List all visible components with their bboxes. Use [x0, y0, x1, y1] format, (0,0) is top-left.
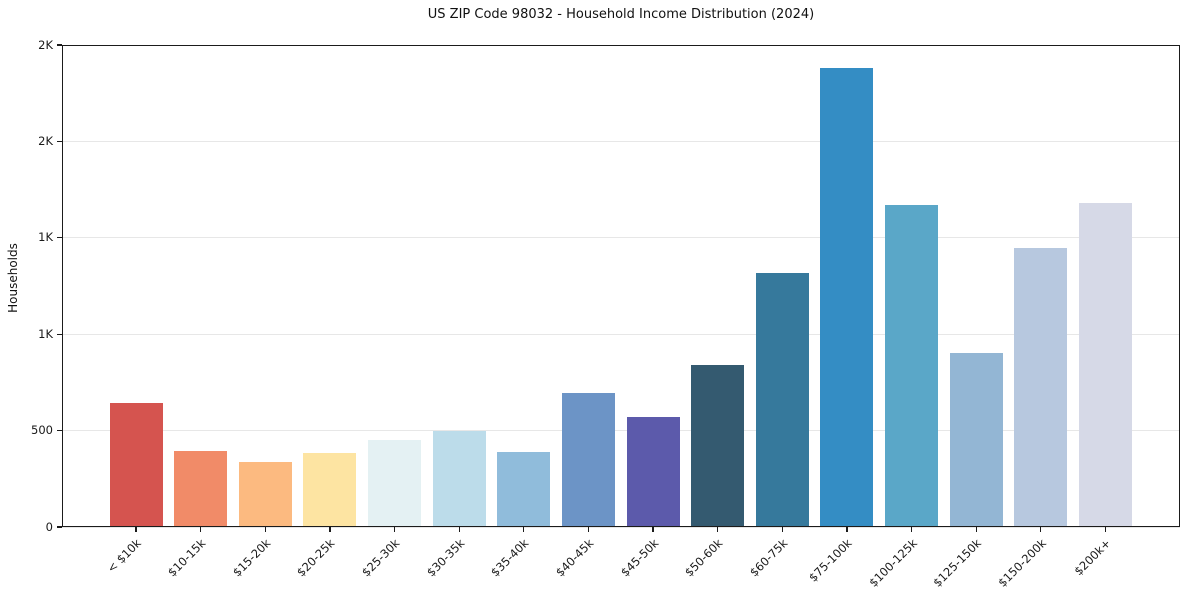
bar--150-200k [1014, 248, 1068, 527]
gridline-y-2500 [62, 44, 1180, 46]
plot-frame [62, 45, 1180, 527]
y-tick-label: 1K [38, 326, 53, 341]
x-tick-label: $200k+ [1071, 536, 1114, 579]
y-tick-label: 0 [45, 519, 53, 534]
gridline-y-1000 [62, 333, 1180, 335]
gridline-y-1500 [62, 237, 1180, 239]
x-tick-mark [587, 527, 590, 532]
chart-title: US ZIP Code 98032 - Household Income Dis… [427, 7, 815, 22]
x-tick-mark [523, 527, 525, 532]
x-tick-mark [329, 527, 331, 532]
x-tick-mark [1040, 527, 1042, 532]
x-tick-mark [1104, 527, 1107, 532]
x-tick-label: $40-45k [552, 536, 597, 580]
bar--25-30k [368, 440, 422, 527]
x-tick-label: $125-150k [930, 536, 985, 590]
x-tick-mark [135, 527, 137, 532]
x-tick-label: $75-100k [806, 536, 855, 585]
x-tick-mark [199, 527, 202, 532]
bar--10-15k [174, 450, 228, 527]
x-tick-label: $10-15k [165, 536, 209, 580]
x-tick-mark [264, 527, 266, 532]
x-tick-mark [652, 527, 654, 532]
x-tick-label: $20-25k [294, 536, 338, 580]
y-tick-mark [57, 44, 62, 46]
bar--60-75k [755, 272, 809, 527]
y-tick-mark [57, 526, 62, 528]
x-tick-mark [910, 527, 913, 532]
bar--125-150k [949, 353, 1003, 527]
x-tick-label: < $10k [104, 536, 144, 576]
bar--100-125k [885, 205, 939, 527]
y-tick-label: 2K [38, 133, 53, 148]
bar--35-40k [497, 451, 551, 527]
x-tick-label: $25-30k [359, 536, 403, 580]
y-tick-label: 2K [38, 37, 53, 52]
x-tick-mark [458, 527, 460, 532]
x-tick-label: $15-20k [229, 536, 274, 580]
bar--30-35k [432, 430, 486, 527]
x-tick-label: $150-200k [994, 536, 1049, 590]
bar--40-45k [561, 393, 615, 527]
x-tick-mark [846, 527, 848, 532]
bar--15-20k [238, 462, 292, 527]
x-tick-mark [717, 527, 719, 532]
bar--20-25k [303, 452, 357, 527]
y-tick-mark [57, 333, 62, 335]
x-tick-label: $50-60k [682, 536, 726, 580]
y-tick-label: 500 [31, 423, 53, 438]
x-tick-mark [781, 527, 783, 532]
x-tick-label: $30-35k [423, 536, 468, 580]
x-tick-mark [393, 527, 396, 532]
x-tick-label: $60-75k [746, 536, 791, 580]
gridline-y-2000 [62, 140, 1180, 142]
x-tick-mark [975, 527, 977, 532]
x-tick-label: $35-40k [488, 536, 532, 580]
gridline-y-500 [62, 430, 1180, 432]
bar--200k+ [1078, 203, 1132, 527]
bar--10k [109, 402, 163, 527]
y-tick-mark [57, 237, 62, 239]
gridline-y-0 [62, 526, 1180, 528]
bar--75-100k [820, 68, 874, 527]
y-tick-mark [57, 429, 62, 432]
bar--50-60k [691, 365, 745, 527]
x-tick-label: $45-50k [617, 536, 661, 580]
y-tick-label: 1K [38, 230, 53, 245]
y-tick-mark [57, 140, 62, 143]
x-tick-label: $100-125k [865, 536, 920, 590]
y-axis-label: Households [6, 243, 20, 313]
bar--45-50k [626, 417, 680, 527]
